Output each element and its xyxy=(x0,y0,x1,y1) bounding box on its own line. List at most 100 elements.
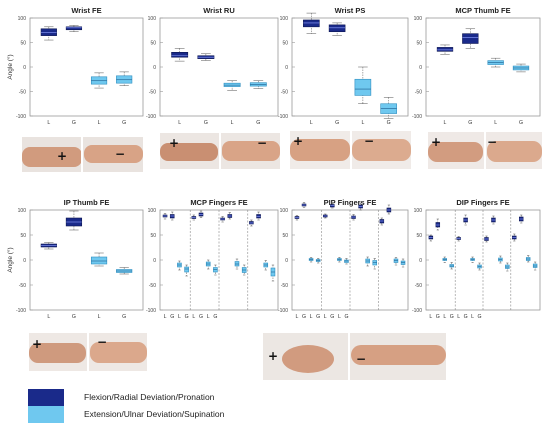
photo-sign-plus: + xyxy=(169,136,180,150)
y-tick-label: 0 xyxy=(153,65,156,71)
photo-sign-minus: − xyxy=(257,136,268,150)
x-tick-label: G xyxy=(464,314,468,320)
y-tick-label: -100 xyxy=(146,114,156,120)
photo-sign-plus: + xyxy=(431,135,442,149)
y-tick-label: -50 xyxy=(19,90,26,96)
plot-frame xyxy=(291,17,409,117)
x-tick-label: G xyxy=(302,314,306,320)
y-tick-label: -100 xyxy=(16,114,26,120)
photo-mcp-thumb xyxy=(428,132,542,169)
y-tick-label: -100 xyxy=(146,308,156,314)
x-tick-label: L xyxy=(494,120,497,126)
x-tick-label: L xyxy=(98,120,101,126)
x-tick-label: G xyxy=(170,314,174,320)
x-tick-label: G xyxy=(450,314,454,320)
y-tick-label: 0 xyxy=(23,65,26,71)
x-tick-label: L xyxy=(178,120,181,126)
photo-wrist-ps xyxy=(290,131,411,169)
photo-ip-thumb xyxy=(29,333,147,371)
y-tick-label: 50 xyxy=(20,41,26,47)
x-tick-label: L xyxy=(231,120,234,126)
x-tick-label: G xyxy=(330,314,334,320)
plot-frame xyxy=(159,17,279,117)
chart-title: Wrist FE xyxy=(71,6,101,15)
x-tick-label: G xyxy=(256,120,260,126)
y-tick-label: -50 xyxy=(281,90,288,96)
photo-fingers xyxy=(263,333,446,380)
chart-panel: MCP Thumb FE 100 50 0 -50 -100 L G L G xyxy=(412,6,541,126)
legend-swatch-flexion xyxy=(28,389,64,406)
y-tick-label: 100 xyxy=(18,16,27,22)
photo-sign-minus: − xyxy=(364,134,375,148)
y-tick-label: 100 xyxy=(280,16,289,22)
chart-panel: Wrist PS 100 50 0 -50 -100 L G L G xyxy=(278,6,409,126)
box-flexion xyxy=(171,51,189,58)
x-tick-label: L xyxy=(429,314,432,320)
photo-sign-minus: − xyxy=(97,335,108,349)
x-tick-label: L xyxy=(471,314,474,320)
photo-sign-plus: + xyxy=(32,337,43,351)
x-tick-label: G xyxy=(122,120,126,126)
chart-panel: Wrist RU 100 50 0 -50 -100 L G L G xyxy=(146,6,279,126)
box-extension xyxy=(90,256,108,265)
y-tick-label: -50 xyxy=(415,90,422,96)
y-tick-label: 0 xyxy=(285,258,288,264)
box-flexion xyxy=(462,33,479,44)
photo-sign-plus: + xyxy=(57,149,68,163)
x-tick-label: L xyxy=(310,120,313,126)
chart-title: DIP Fingers FE xyxy=(456,198,509,207)
x-tick-label: G xyxy=(72,314,76,320)
x-tick-label: L xyxy=(47,314,50,320)
y-tick-label: 50 xyxy=(282,41,288,47)
y-tick-label: 100 xyxy=(148,208,157,214)
x-tick-label: L xyxy=(324,314,327,320)
x-tick-label: G xyxy=(344,314,348,320)
y-tick-label: -100 xyxy=(16,308,26,314)
y-axis-label: Angle (°) xyxy=(6,247,14,272)
y-tick-label: 50 xyxy=(150,41,156,47)
plot-frame xyxy=(29,209,144,311)
y-tick-label: -100 xyxy=(412,308,422,314)
x-tick-label: L xyxy=(443,314,446,320)
x-tick-label: L xyxy=(164,314,167,320)
y-tick-label: -100 xyxy=(412,114,422,120)
x-tick-label: G xyxy=(204,120,208,126)
legend-swatch-extension xyxy=(28,406,64,423)
x-tick-label: G xyxy=(436,314,440,320)
chart-panel: Wrist FE 100 50 0 -50 -100 Angle (°) L G L G xyxy=(6,6,144,126)
y-tick-label: -50 xyxy=(415,283,422,289)
y-tick-label: 100 xyxy=(148,16,157,22)
y-tick-label: 50 xyxy=(282,233,288,239)
chart-title: PIP Fingers FE xyxy=(324,198,377,207)
y-tick-label: -100 xyxy=(278,308,288,314)
y-tick-label: 100 xyxy=(414,16,423,22)
y-tick-label: 0 xyxy=(23,258,26,264)
x-tick-label: L xyxy=(192,314,195,320)
x-tick-label: L xyxy=(338,314,341,320)
legend-label-extension: Extension/Ulnar Deviation/Supination xyxy=(84,409,225,419)
y-tick-label: -50 xyxy=(281,283,288,289)
box-flexion xyxy=(328,24,346,33)
x-tick-label: G xyxy=(199,314,203,320)
y-tick-label: 0 xyxy=(285,65,288,71)
x-tick-label: G xyxy=(468,120,472,126)
x-tick-label: L xyxy=(457,314,460,320)
box-flexion xyxy=(436,47,454,52)
photo-wrist-fe xyxy=(22,137,143,172)
x-tick-label: G xyxy=(185,314,189,320)
chart-title: Wrist PS xyxy=(335,6,366,15)
chart-title: Wrist RU xyxy=(203,6,235,15)
x-tick-label: L xyxy=(361,120,364,126)
y-tick-label: 0 xyxy=(153,258,156,264)
y-tick-label: 100 xyxy=(18,208,27,214)
x-tick-label: G xyxy=(387,120,391,126)
photo-sign-minus: − xyxy=(356,352,367,366)
photo-sign-minus: − xyxy=(115,147,126,161)
x-tick-label: L xyxy=(178,314,181,320)
box-extension xyxy=(354,78,372,96)
y-tick-label: -50 xyxy=(19,283,26,289)
chart-title: MCP Thumb FE xyxy=(455,6,510,15)
